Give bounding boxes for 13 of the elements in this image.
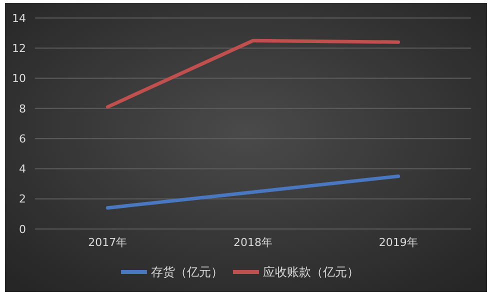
y-tick-label: 14 — [12, 12, 26, 25]
y-tick-label: 8 — [19, 102, 26, 116]
x-tick-label: 2017年 — [88, 236, 128, 249]
y-tick-label: 10 — [12, 72, 26, 86]
legend-label: 应收账款（亿元） — [263, 265, 359, 280]
y-tick-label: 6 — [19, 132, 26, 146]
x-tick-label: 2019年 — [378, 236, 418, 249]
y-tick-label: 2 — [19, 192, 26, 206]
x-tick-label: 2018年 — [234, 236, 272, 249]
legend-label: 存货（亿元） — [151, 265, 223, 280]
y-tick-label: 4 — [19, 162, 26, 176]
y-tick-label: 0 — [19, 222, 26, 236]
y-tick-label: 12 — [12, 42, 26, 55]
